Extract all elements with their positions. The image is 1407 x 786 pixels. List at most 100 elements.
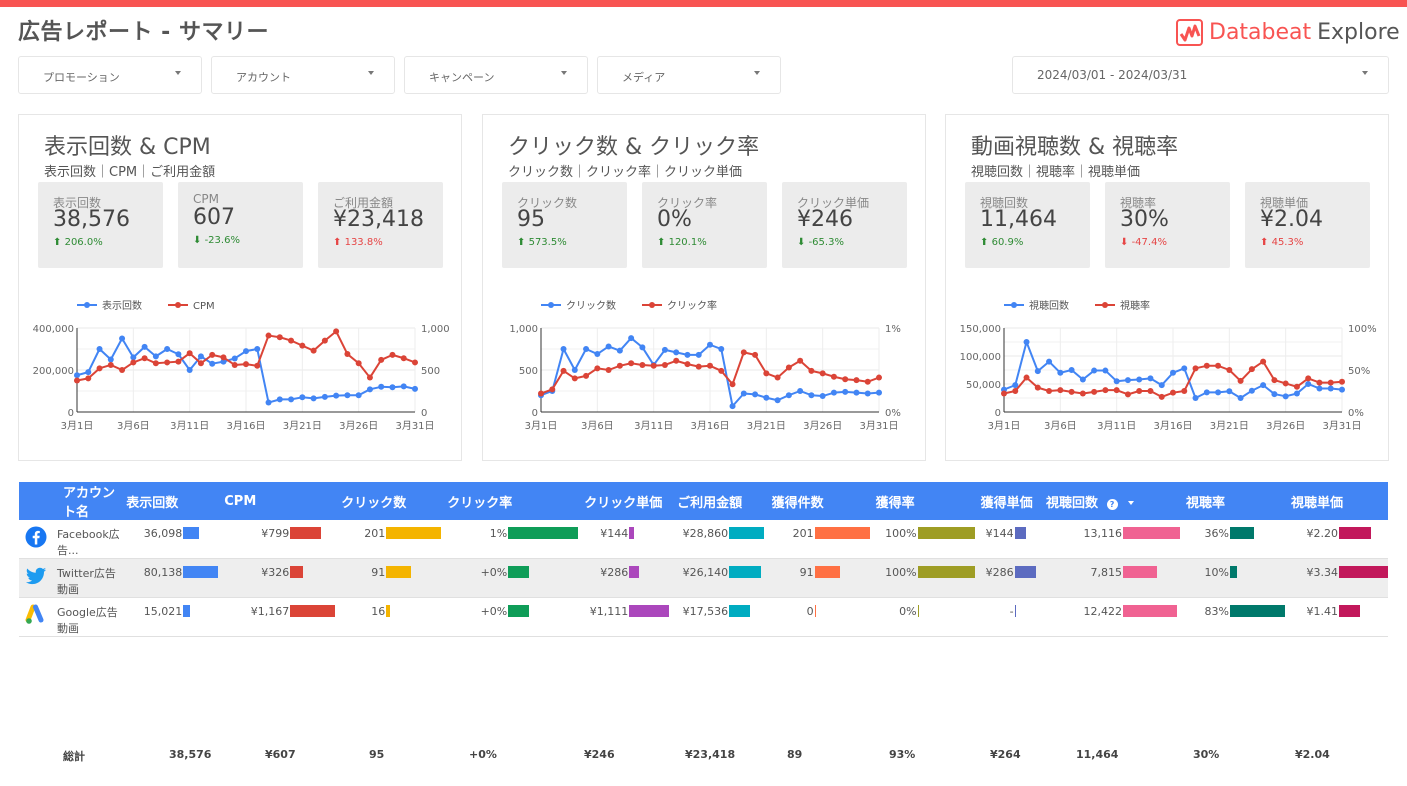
cell-bar xyxy=(508,527,579,539)
column-header[interactable]: クリック率 xyxy=(441,482,579,520)
column-header[interactable]: クリック単価 xyxy=(578,482,672,520)
line-chart: 1,000 500 0 1% 0% 3月1日 3月6日 3月11日 3月16日 3月21日 3月26… xyxy=(509,299,901,432)
data-point xyxy=(1170,369,1176,376)
legend-label: CPM xyxy=(193,301,215,312)
cell-bar xyxy=(290,605,336,617)
cell-bar xyxy=(729,605,751,617)
y-left-tick-label: 500 xyxy=(519,366,538,377)
data-point xyxy=(175,351,182,358)
data-point xyxy=(1327,385,1334,392)
account-name[interactable]: Google広告動画 xyxy=(57,606,118,635)
account-name[interactable]: Twitter広告動画 xyxy=(57,567,116,596)
data-point xyxy=(74,372,80,379)
column-header[interactable]: 獲得単価 xyxy=(974,482,1040,520)
cell-value: 16 xyxy=(371,604,386,618)
kpi-delta: ⬆ 45.3% xyxy=(1260,237,1303,248)
filter-media[interactable]: メディア xyxy=(597,56,781,94)
data-point xyxy=(197,360,204,367)
card-subtitle: 表示回数｜CPM｜ご利用金額 xyxy=(44,165,216,180)
cell-bar xyxy=(1014,566,1036,578)
data-point xyxy=(119,367,126,373)
column-header[interactable]: 獲得件数 xyxy=(765,482,870,520)
data-point xyxy=(1068,367,1075,373)
filter-promotion[interactable]: プロモーション xyxy=(18,56,202,94)
cell-bar xyxy=(1229,605,1285,617)
date-range-picker[interactable]: 2024/03/01 - 2024/03/31 xyxy=(1012,56,1389,94)
cell-value: 1% xyxy=(489,526,508,540)
kpi-label: クリック数 xyxy=(517,196,578,210)
column-header[interactable]: CPM xyxy=(218,482,336,520)
data-point xyxy=(684,351,691,358)
data-point xyxy=(299,394,306,401)
column-header[interactable]: 表示回数 xyxy=(120,482,219,520)
data-point xyxy=(152,353,159,360)
data-point xyxy=(740,390,747,397)
data-point xyxy=(661,346,668,353)
data-point xyxy=(1181,388,1188,394)
data-point xyxy=(842,376,849,383)
table-row[interactable]: Google広告動画 15,021 ¥1,167 16 +0% ¥1,111 ¥… xyxy=(19,597,1388,637)
cell-bar xyxy=(917,605,919,617)
help-icon[interactable]: ? xyxy=(1106,498,1118,510)
data-point xyxy=(1192,365,1199,372)
cell-bar xyxy=(183,527,200,539)
column-header[interactable]: クリック数 xyxy=(335,482,442,520)
kpi-label: 表示回数 xyxy=(53,196,102,210)
sort-desc-icon[interactable] xyxy=(1128,501,1135,505)
cell-value: ¥326 xyxy=(261,565,290,579)
card-video-views: 動画視聴数 & 視聴率 視聴回数｜視聴率｜視聴単価 視聴回数 11,464 ⬆ 60… xyxy=(945,114,1389,461)
legend-marker xyxy=(175,302,181,308)
cell-bar xyxy=(917,527,975,539)
data-point xyxy=(1203,389,1210,396)
table-row[interactable]: Twitter広告動画 80,138 ¥326 91 +0% ¥286 ¥26,… xyxy=(19,558,1388,598)
data-point xyxy=(1237,377,1244,384)
x-tick-label: 3月1日 xyxy=(61,420,94,432)
cell-bar xyxy=(183,566,219,578)
data-point xyxy=(130,359,137,366)
y-left-tick-label: 200,000 xyxy=(33,366,74,377)
legend-marker xyxy=(84,302,90,308)
x-tick-label: 3月21日 xyxy=(1210,420,1249,432)
column-header[interactable]: ご利用金額 xyxy=(671,482,766,520)
data-point xyxy=(1271,391,1278,398)
data-point xyxy=(1237,395,1244,401)
data-point xyxy=(1192,395,1199,401)
column-header-label: アカウント名 xyxy=(63,486,116,520)
cell-value: ¥26,140 xyxy=(682,565,729,579)
data-point xyxy=(774,374,781,381)
x-tick-label: 3月11日 xyxy=(170,420,209,432)
column-header[interactable]: 視聴単価 xyxy=(1284,482,1388,520)
data-point xyxy=(141,355,148,362)
data-point xyxy=(333,328,340,335)
arrow-down-icon: ⬇ xyxy=(797,237,806,248)
kpi-delta-value: -47.4% xyxy=(1131,237,1167,248)
dropdown-arrow-icon xyxy=(1362,71,1368,75)
data-point xyxy=(1316,385,1323,392)
account-name[interactable]: Facebook広告... xyxy=(57,528,120,557)
y-right-tick-label: 1% xyxy=(885,324,901,335)
legend-marker xyxy=(1011,302,1017,308)
column-header-label: 視聴回数 xyxy=(1045,495,1098,511)
data-point xyxy=(96,346,103,352)
filter-campaign[interactable]: キャンペーン xyxy=(404,56,588,94)
filter-label: アカウント xyxy=(236,71,291,84)
kpi-value: ¥246 xyxy=(797,207,853,232)
legend-label: 視聴回数 xyxy=(1029,299,1069,312)
column-header[interactable]: 視聴率 xyxy=(1179,482,1285,520)
kpi-delta-value: 573.5% xyxy=(528,237,567,248)
column-header[interactable]: アカウント名 xyxy=(19,482,121,520)
data-point xyxy=(639,344,646,351)
table-row[interactable]: Facebook広告... 36,098 ¥799 201 1% ¥144 ¥2… xyxy=(19,520,1388,559)
cell-value: 0% xyxy=(899,604,917,618)
data-point xyxy=(1260,382,1267,389)
column-header[interactable]: 獲得率 xyxy=(869,482,975,520)
cell-value: 80,138 xyxy=(143,565,183,579)
data-point xyxy=(1316,379,1323,386)
column-header[interactable]: 視聴回数 ? xyxy=(1039,482,1180,520)
data-point xyxy=(288,337,295,344)
data-point xyxy=(1293,383,1300,390)
totals-cell: +0% xyxy=(469,748,497,761)
data-point xyxy=(265,399,272,406)
data-point xyxy=(1147,375,1154,382)
filter-account[interactable]: アカウント xyxy=(211,56,395,94)
